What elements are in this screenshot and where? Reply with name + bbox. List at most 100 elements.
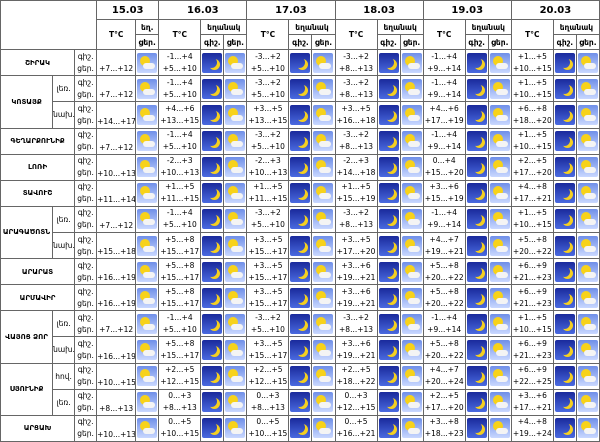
period-labels: գիշ. ցեր. bbox=[74, 101, 98, 129]
day-temp: +15...+17 bbox=[160, 350, 200, 360]
temp-cell: +3...+8 +18...+23 bbox=[422, 414, 466, 442]
night-weather-icon bbox=[202, 104, 223, 125]
day-temp: +5...+10 bbox=[162, 142, 197, 152]
icon-cell bbox=[399, 414, 424, 442]
night-weather-icon bbox=[554, 157, 575, 178]
zone-name: լեռ. bbox=[52, 310, 76, 338]
period-labels: գիշ. ցեր. bbox=[74, 153, 98, 181]
day-temp: +21...+23 bbox=[512, 272, 552, 282]
icon-cell bbox=[464, 179, 489, 207]
night-weather-icon bbox=[466, 235, 487, 256]
icon-cell bbox=[575, 231, 600, 260]
day-temp: +11...+15 bbox=[160, 194, 200, 204]
night-temp: +6...+9 bbox=[517, 365, 547, 375]
night-weather-icon bbox=[554, 209, 575, 230]
icon-cell bbox=[552, 75, 577, 103]
night-weather-icon bbox=[378, 209, 399, 230]
weather-header: եղ. bbox=[135, 19, 160, 36]
date-header: 20.03 bbox=[510, 0, 600, 21]
night-weather-icon bbox=[290, 392, 311, 413]
night-weather-icon bbox=[378, 131, 399, 152]
day-temp: +15...+19 bbox=[424, 194, 464, 204]
day-temp: +8...+13 bbox=[339, 324, 374, 334]
night-weather-icon bbox=[378, 339, 399, 360]
icon-cell bbox=[223, 231, 248, 260]
day-temp: +15...+17 bbox=[248, 298, 288, 308]
icon-cell bbox=[200, 179, 225, 207]
night-temp: +5...+8 bbox=[165, 234, 195, 244]
night-weather-icon bbox=[202, 287, 223, 308]
table-row: ԼՈՌԻ գիշ. ցեր. +10...+13 -2...+3 +10...+13 -2.… bbox=[0, 153, 600, 181]
temp-cell: 0...+3 +12...+15 bbox=[334, 388, 378, 416]
period-labels: գիշ. ցեր. bbox=[74, 127, 98, 155]
temp-cell: 0...+3 +8...+13 bbox=[158, 388, 202, 416]
icon-cell bbox=[311, 362, 336, 390]
night-temp: +4...+8 bbox=[517, 417, 547, 427]
night-header: գիշ. bbox=[200, 34, 225, 51]
night-temp: +6...+8 bbox=[517, 103, 547, 113]
night-temp: +2...+5 bbox=[341, 365, 371, 375]
night-temp: -3...+2 bbox=[343, 208, 369, 218]
temp-cell: +4...+6 +17...+19 bbox=[422, 101, 466, 129]
temp-cell: +2...+5 +12...+15 bbox=[246, 362, 290, 390]
night-temp: +3...+5 bbox=[253, 286, 283, 296]
day-weather-icon bbox=[489, 131, 510, 152]
icon-cell bbox=[288, 231, 313, 260]
icon-cell bbox=[223, 362, 248, 390]
icon-cell bbox=[399, 284, 424, 312]
temp-cell: +1...+5 +10...+15 bbox=[510, 49, 554, 77]
icon-cell bbox=[552, 231, 577, 260]
day-temp: +15...+19 bbox=[336, 194, 376, 204]
icon-cell bbox=[311, 205, 336, 233]
day-weather-icon bbox=[137, 392, 158, 413]
icon-cell bbox=[223, 284, 248, 312]
night-temp: -1...+4 bbox=[431, 130, 458, 140]
night-temp: 0...+3 bbox=[344, 391, 368, 401]
day-weather-icon bbox=[313, 313, 334, 334]
icon-cell bbox=[200, 258, 225, 286]
temp-cell: +1...+5 +11...+15 bbox=[158, 179, 202, 207]
day-temp: +8...+13 bbox=[99, 403, 134, 413]
day-temp: +5...+10 bbox=[250, 142, 285, 152]
temp-cell: +2...+5 +18...+22 bbox=[334, 362, 378, 390]
table-row: ԱՐՄԱՎԻՐ գիշ. ցեր. +16...+19 +5...+8 +15...+17… bbox=[0, 284, 600, 312]
night-temp: -3...+2 bbox=[343, 312, 369, 322]
day-temp: +5...+10 bbox=[162, 89, 197, 99]
icon-cell bbox=[552, 49, 577, 77]
period-labels: գիշ. ցեր. bbox=[74, 284, 98, 312]
day-temp: +20...+22 bbox=[424, 272, 464, 282]
night-weather-icon bbox=[466, 339, 487, 360]
night-temp: +1...+5 bbox=[253, 182, 283, 192]
night-weather-icon bbox=[378, 104, 399, 125]
night-temp: +3...+6 bbox=[517, 391, 547, 401]
icon-cell bbox=[288, 284, 313, 312]
night-label: գիշ. bbox=[77, 208, 94, 218]
icon-cell bbox=[135, 101, 160, 129]
day-weather-icon bbox=[137, 313, 158, 334]
night-temp: +3...+8 bbox=[429, 417, 459, 427]
icon-cell bbox=[552, 284, 577, 312]
night-temp: +5...+8 bbox=[517, 234, 547, 244]
night-weather-icon bbox=[554, 183, 575, 204]
night-weather-icon bbox=[202, 392, 223, 413]
night-temp: +4...+6 bbox=[165, 103, 195, 113]
night-weather-icon bbox=[554, 78, 575, 99]
icon-cell bbox=[464, 284, 489, 312]
temp-cell: -3...+2 +8...+13 bbox=[334, 127, 378, 155]
temp-cell: +6...+9 +21...+23 bbox=[510, 284, 554, 312]
day-temp: +10...+15 bbox=[248, 429, 288, 439]
icon-cell bbox=[464, 258, 489, 286]
period-labels: գիշ. ցեր. bbox=[74, 205, 98, 233]
weather-header: եղանակ bbox=[376, 19, 424, 36]
day-weather-icon bbox=[137, 261, 158, 282]
date-header: 17.03 bbox=[246, 0, 336, 21]
region-name: ՏԱՎՈՒՇ bbox=[0, 179, 76, 207]
icon-cell bbox=[552, 310, 577, 338]
temp-cell: +3...+5 +13...+15 bbox=[246, 101, 290, 129]
day-temp: +16...+19 bbox=[97, 299, 136, 309]
day-temp: +5...+10 bbox=[250, 63, 285, 73]
day-temp: +13...+15 bbox=[160, 115, 200, 125]
temp-header: T°C bbox=[158, 19, 202, 51]
icon-cell bbox=[575, 127, 600, 155]
temp-cell: +1...+5 +10...+15 bbox=[510, 310, 554, 338]
